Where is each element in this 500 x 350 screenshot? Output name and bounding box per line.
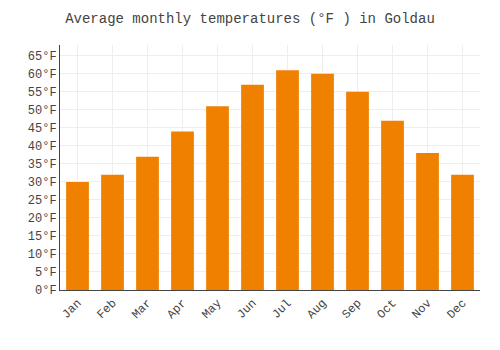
svg-text:40°F: 40°F xyxy=(28,140,57,154)
svg-text:Average monthly temperatures (: Average monthly temperatures (°F ) in Go… xyxy=(65,11,435,27)
svg-text:May: May xyxy=(199,297,224,322)
svg-text:0°F: 0°F xyxy=(35,284,57,298)
svg-text:Sep: Sep xyxy=(339,297,364,322)
svg-text:Jul: Jul xyxy=(269,297,294,322)
svg-text:65°F: 65°F xyxy=(28,50,57,64)
svg-text:Jan: Jan xyxy=(59,297,84,322)
svg-text:Mar: Mar xyxy=(129,297,154,322)
svg-text:25°F: 25°F xyxy=(28,194,57,208)
svg-text:60°F: 60°F xyxy=(28,68,57,82)
svg-text:15°F: 15°F xyxy=(28,230,57,244)
svg-text:20°F: 20°F xyxy=(28,212,57,226)
svg-text:10°F: 10°F xyxy=(28,248,57,262)
svg-text:Jun: Jun xyxy=(234,297,259,322)
svg-text:35°F: 35°F xyxy=(28,158,57,172)
svg-text:45°F: 45°F xyxy=(28,122,57,136)
svg-text:30°F: 30°F xyxy=(28,176,57,190)
svg-text:50°F: 50°F xyxy=(28,104,57,118)
svg-text:Dec: Dec xyxy=(444,297,469,322)
svg-text:Aug: Aug xyxy=(304,297,329,322)
svg-text:Apr: Apr xyxy=(164,297,189,322)
svg-text:Feb: Feb xyxy=(94,297,119,322)
svg-text:Nov: Nov xyxy=(409,297,434,322)
svg-text:5°F: 5°F xyxy=(35,266,57,280)
svg-text:Oct: Oct xyxy=(374,297,399,322)
svg-text:55°F: 55°F xyxy=(28,86,57,100)
